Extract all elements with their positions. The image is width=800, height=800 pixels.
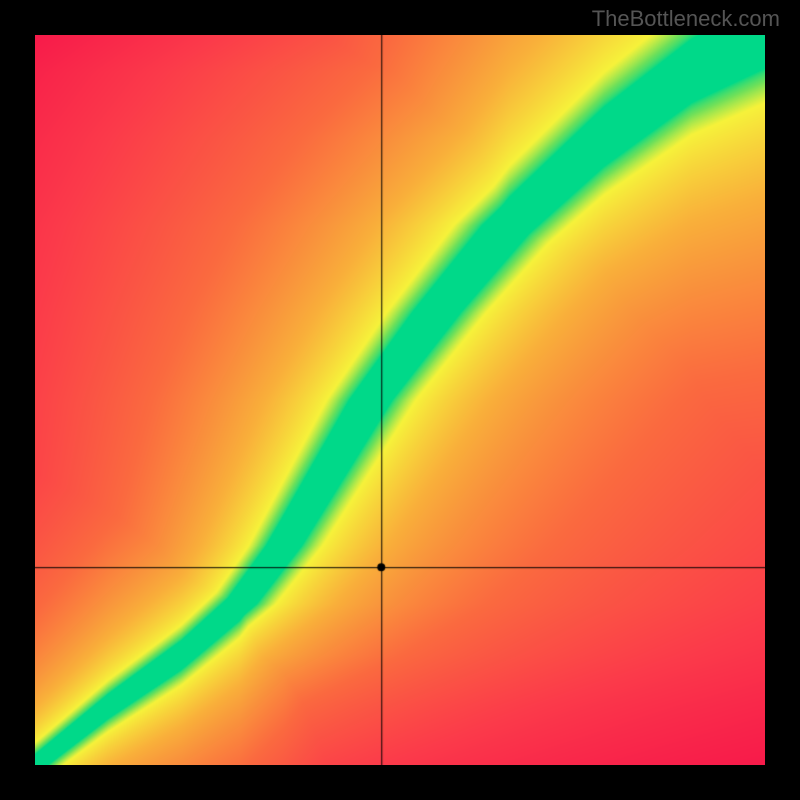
chart-container: TheBottleneck.com — [0, 0, 800, 800]
heatmap-canvas — [35, 35, 765, 765]
watermark-text: TheBottleneck.com — [592, 6, 780, 32]
